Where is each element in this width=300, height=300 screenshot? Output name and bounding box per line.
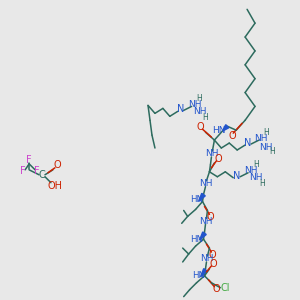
- Polygon shape: [199, 193, 205, 202]
- Text: C: C: [39, 170, 45, 180]
- Text: O: O: [213, 284, 220, 294]
- Text: N: N: [177, 104, 184, 114]
- Text: N: N: [233, 171, 241, 181]
- Text: O: O: [208, 250, 216, 260]
- Text: N: N: [244, 138, 252, 148]
- Text: NH: NH: [200, 254, 213, 263]
- Text: NH: NH: [249, 173, 263, 182]
- Text: H: H: [197, 94, 203, 103]
- Text: NH: NH: [244, 166, 258, 175]
- Polygon shape: [200, 232, 206, 240]
- Text: F: F: [20, 166, 26, 176]
- Text: H: H: [263, 128, 269, 137]
- Text: O: O: [214, 154, 222, 164]
- Text: O: O: [53, 160, 61, 170]
- Text: F: F: [26, 155, 32, 165]
- Text: HN: HN: [190, 195, 203, 204]
- Text: HN: HN: [192, 271, 205, 280]
- Text: O: O: [197, 122, 204, 132]
- Text: NH: NH: [199, 179, 212, 188]
- Text: O: O: [210, 259, 217, 269]
- Text: NH: NH: [259, 142, 273, 152]
- Text: H: H: [202, 113, 208, 122]
- Text: O: O: [207, 212, 214, 222]
- Text: NH: NH: [205, 149, 218, 158]
- Text: NH: NH: [254, 134, 268, 142]
- Text: Cl: Cl: [220, 283, 230, 293]
- Text: HN: HN: [190, 235, 203, 244]
- Text: NH: NH: [188, 100, 201, 109]
- Text: H: H: [269, 148, 275, 157]
- Text: O: O: [228, 131, 236, 141]
- Polygon shape: [222, 125, 229, 131]
- Text: H: H: [253, 160, 259, 169]
- Text: HN: HN: [213, 126, 226, 135]
- Text: NH: NH: [199, 217, 212, 226]
- Text: NH: NH: [193, 107, 206, 116]
- Polygon shape: [200, 268, 207, 277]
- Text: H: H: [259, 179, 265, 188]
- Text: F: F: [34, 166, 40, 176]
- Text: OH: OH: [47, 181, 62, 191]
